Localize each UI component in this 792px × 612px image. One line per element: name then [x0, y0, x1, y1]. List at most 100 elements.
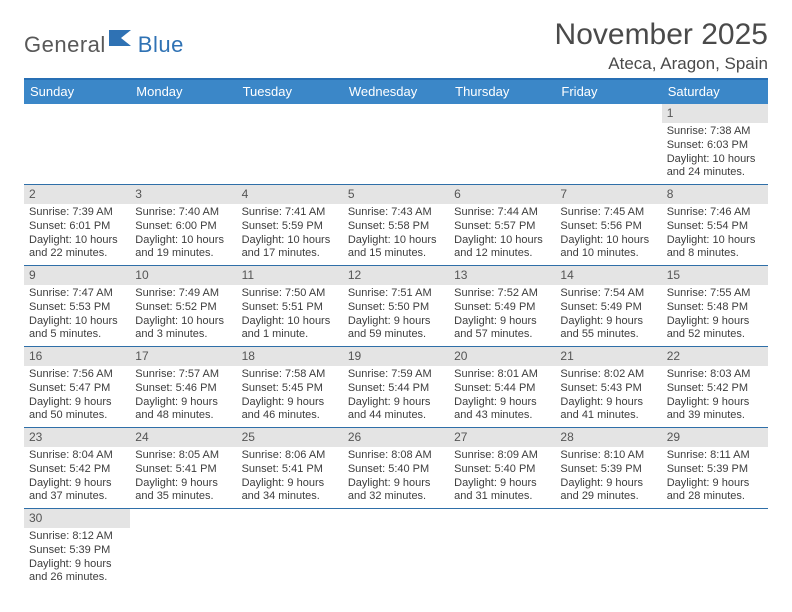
sunset-line: Sunset: 5:51 PM: [242, 301, 338, 315]
day-cell: 18Sunrise: 7:58 AMSunset: 5:45 PMDayligh…: [237, 347, 343, 427]
sunset-line: Sunset: 5:54 PM: [667, 220, 763, 234]
daylight-line: Daylight: 9 hours and 29 minutes.: [560, 477, 656, 505]
daylight-line: Daylight: 9 hours and 37 minutes.: [29, 477, 125, 505]
day-cell: 20Sunrise: 8:01 AMSunset: 5:44 PMDayligh…: [449, 347, 555, 427]
day-body: Sunrise: 7:39 AMSunset: 6:01 PMDaylight:…: [24, 204, 130, 265]
day-number: 22: [662, 347, 768, 366]
sunrise-line: Sunrise: 8:05 AM: [135, 449, 231, 463]
daylight-line: Daylight: 9 hours and 59 minutes.: [348, 315, 444, 343]
sunrise-line: Sunrise: 8:01 AM: [454, 368, 550, 382]
sunrise-line: Sunrise: 8:11 AM: [667, 449, 763, 463]
day-body: Sunrise: 7:49 AMSunset: 5:52 PMDaylight:…: [130, 285, 236, 346]
day-body: Sunrise: 7:46 AMSunset: 5:54 PMDaylight:…: [662, 204, 768, 265]
calendar-weeks: 1Sunrise: 7:38 AMSunset: 6:03 PMDaylight…: [24, 104, 768, 589]
day-cell: 6Sunrise: 7:44 AMSunset: 5:57 PMDaylight…: [449, 185, 555, 265]
sunrise-line: Sunrise: 7:38 AM: [667, 125, 763, 139]
sunrise-line: Sunrise: 8:12 AM: [29, 530, 125, 544]
month-title: November 2025: [555, 18, 768, 52]
sunset-line: Sunset: 5:53 PM: [29, 301, 125, 315]
day-number: 19: [343, 347, 449, 366]
day-body: Sunrise: 7:59 AMSunset: 5:44 PMDaylight:…: [343, 366, 449, 427]
day-number: 7: [555, 185, 661, 204]
sunset-line: Sunset: 5:56 PM: [560, 220, 656, 234]
daylight-line: Daylight: 10 hours and 24 minutes.: [667, 153, 763, 181]
sunset-line: Sunset: 5:58 PM: [348, 220, 444, 234]
daylight-line: Daylight: 10 hours and 10 minutes.: [560, 234, 656, 262]
day-cell: 1Sunrise: 7:38 AMSunset: 6:03 PMDaylight…: [662, 104, 768, 184]
day-body: Sunrise: 7:47 AMSunset: 5:53 PMDaylight:…: [24, 285, 130, 346]
day-number: 6: [449, 185, 555, 204]
daylight-line: Daylight: 10 hours and 3 minutes.: [135, 315, 231, 343]
day-number: 9: [24, 266, 130, 285]
calendar: SundayMondayTuesdayWednesdayThursdayFrid…: [24, 78, 768, 589]
location: Ateca, Aragon, Spain: [555, 54, 768, 74]
day-number: 15: [662, 266, 768, 285]
day-cell: 7 Sunrise: 7:45 AMSunset: 5:56 PMDaylight…: [555, 185, 661, 265]
day-cell: 22Sunrise: 8:03 AMSunset: 5:42 PMDayligh…: [662, 347, 768, 427]
day-number: 2: [24, 185, 130, 204]
sunrise-line: Sunrise: 7:44 AM: [454, 206, 550, 220]
day-cell: 29Sunrise: 8:11 AMSunset: 5:39 PMDayligh…: [662, 428, 768, 508]
weekday-header: Sunday: [24, 80, 130, 104]
sunrise-line: Sunrise: 7:49 AM: [135, 287, 231, 301]
daylight-line: Daylight: 9 hours and 35 minutes.: [135, 477, 231, 505]
sunrise-line: Sunrise: 7:43 AM: [348, 206, 444, 220]
daylight-line: Daylight: 10 hours and 5 minutes.: [29, 315, 125, 343]
day-number: 1: [662, 104, 768, 123]
day-body: Sunrise: 7:57 AMSunset: 5:46 PMDaylight:…: [130, 366, 236, 427]
weekday-header: Wednesday: [343, 80, 449, 104]
daylight-line: Daylight: 9 hours and 52 minutes.: [667, 315, 763, 343]
day-number: 23: [24, 428, 130, 447]
day-body: Sunrise: 7:40 AMSunset: 6:00 PMDaylight:…: [130, 204, 236, 265]
title-block: November 2025 Ateca, Aragon, Spain: [555, 18, 768, 74]
sunrise-line: Sunrise: 7:50 AM: [242, 287, 338, 301]
day-body: Sunrise: 8:03 AMSunset: 5:42 PMDaylight:…: [662, 366, 768, 427]
daylight-line: Daylight: 9 hours and 28 minutes.: [667, 477, 763, 505]
day-cell: 12Sunrise: 7:51 AMSunset: 5:50 PMDayligh…: [343, 266, 449, 346]
sunset-line: Sunset: 5:49 PM: [560, 301, 656, 315]
day-body: Sunrise: 8:12 AMSunset: 5:39 PMDaylight:…: [24, 528, 130, 589]
sunset-line: Sunset: 5:57 PM: [454, 220, 550, 234]
day-body: Sunrise: 8:01 AMSunset: 5:44 PMDaylight:…: [449, 366, 555, 427]
day-body: Sunrise: 8:05 AMSunset: 5:41 PMDaylight:…: [130, 447, 236, 508]
day-body: Sunrise: 8:09 AMSunset: 5:40 PMDaylight:…: [449, 447, 555, 508]
daylight-line: Daylight: 9 hours and 44 minutes.: [348, 396, 444, 424]
day-number: 25: [237, 428, 343, 447]
sunrise-line: Sunrise: 8:06 AM: [242, 449, 338, 463]
brand-logo: General Blue: [24, 18, 184, 61]
weekday-header: Monday: [130, 80, 236, 104]
daylight-line: Daylight: 9 hours and 46 minutes.: [242, 396, 338, 424]
sunrise-line: Sunrise: 7:51 AM: [348, 287, 444, 301]
daylight-line: Daylight: 10 hours and 22 minutes.: [29, 234, 125, 262]
day-cell-empty: [555, 509, 661, 589]
sunrise-line: Sunrise: 7:56 AM: [29, 368, 125, 382]
day-cell: 25Sunrise: 8:06 AMSunset: 5:41 PMDayligh…: [237, 428, 343, 508]
day-cell: 3Sunrise: 7:40 AMSunset: 6:00 PMDaylight…: [130, 185, 236, 265]
sunset-line: Sunset: 6:00 PM: [135, 220, 231, 234]
day-cell: 8Sunrise: 7:46 AMSunset: 5:54 PMDaylight…: [662, 185, 768, 265]
daylight-line: Daylight: 9 hours and 41 minutes.: [560, 396, 656, 424]
day-body: Sunrise: 8:08 AMSunset: 5:40 PMDaylight:…: [343, 447, 449, 508]
sunset-line: Sunset: 5:44 PM: [454, 382, 550, 396]
sunset-line: Sunset: 5:50 PM: [348, 301, 444, 315]
sunset-line: Sunset: 5:41 PM: [135, 463, 231, 477]
day-body: Sunrise: 7:55 AMSunset: 5:48 PMDaylight:…: [662, 285, 768, 346]
day-number: 13: [449, 266, 555, 285]
day-cell-empty: [130, 104, 236, 184]
day-cell-empty: [662, 509, 768, 589]
day-number: 16: [24, 347, 130, 366]
day-number: 29: [662, 428, 768, 447]
day-number: 8: [662, 185, 768, 204]
day-cell: 27Sunrise: 8:09 AMSunset: 5:40 PMDayligh…: [449, 428, 555, 508]
day-number: 3: [130, 185, 236, 204]
sunset-line: Sunset: 5:49 PM: [454, 301, 550, 315]
week-row: 30Sunrise: 8:12 AMSunset: 5:39 PMDayligh…: [24, 509, 768, 589]
day-cell: 28Sunrise: 8:10 AMSunset: 5:39 PMDayligh…: [555, 428, 661, 508]
sunset-line: Sunset: 5:47 PM: [29, 382, 125, 396]
daylight-line: Daylight: 9 hours and 31 minutes.: [454, 477, 550, 505]
week-row: 16 Sunrise: 7:56 AMSunset: 5:47 PM Dayligh…: [24, 347, 768, 428]
sunset-line: Sunset: 5:48 PM: [667, 301, 763, 315]
day-cell: 4Sunrise: 7:41 AMSunset: 5:59 PMDaylight…: [237, 185, 343, 265]
sunrise-line: Sunrise: 7:45 AM: [560, 206, 656, 220]
weekday-header: Friday: [555, 80, 661, 104]
